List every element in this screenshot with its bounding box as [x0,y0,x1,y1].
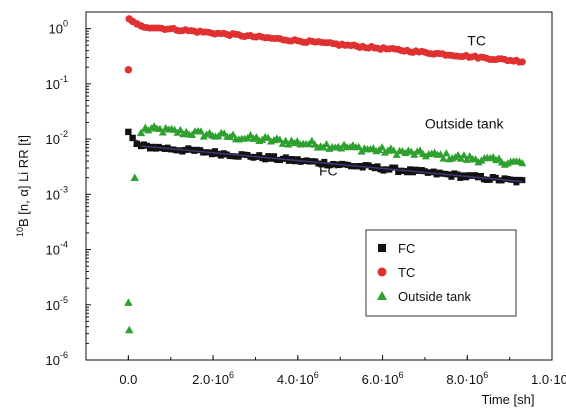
legend-item-outside-tank: Outside tank [377,289,471,304]
y-tick-label: 100 [49,19,68,37]
data-point-square [271,153,278,160]
data-point-square [209,151,216,158]
data-point-triangle [252,133,261,141]
data-point-triangle [124,298,133,306]
data-point-square [519,177,526,184]
data-point-square [392,164,399,171]
data-point-triangle [284,140,293,148]
y-axis-title-sup-b: 10 [15,227,25,237]
data-point-circle [137,22,145,30]
data-point-square [477,173,484,180]
data-point-triangle [158,128,167,136]
annotation-tc: TC [467,32,486,48]
annotation-outside-tank: Outside tank [425,116,505,132]
data-point-triangle [196,127,205,135]
data-point-square [137,142,145,150]
data-point-circle [124,66,133,74]
data-point-triangle [176,125,185,134]
series-fc [125,128,526,186]
legend: FC TC Outside tank [365,229,517,317]
legend-label: FC [398,241,415,256]
data-point-triangle [436,150,445,158]
y-tick-label: 10-3 [46,184,68,202]
y-tick-label: 10-6 [46,350,68,368]
data-point-triangle [378,143,387,151]
x-tick-label: 1.0·107 [531,370,566,387]
data-point-triangle [389,146,398,154]
data-point-triangle [141,124,150,132]
data-point-square [262,156,269,163]
data-point-square [321,158,328,165]
data-point-triangle [518,159,527,167]
data-point-circle [518,58,526,66]
data-point-triangle [442,149,451,157]
y-tick-label: 10-5 [46,295,68,313]
x-tick-label: 4.0·106 [277,370,319,387]
legend-marker-square [378,244,386,252]
data-point-triangle [392,150,401,158]
data-point-triangle [125,325,134,334]
legend-label: TC [398,265,415,280]
data-point-triangle [337,144,346,152]
y-axis-title: 10B [n, α] Li RR [t] [15,135,31,237]
data-point-square [125,128,132,136]
legend-marker-triangle [377,291,387,300]
x-tick-label: 2.0·106 [192,370,234,387]
x-axis-ticks: 0.0 2.0·106 4.0·106 6.0·106 8.0·106 1.0·107 [85,355,566,387]
series-layer [124,15,527,334]
x-tick-label: 0.0 [119,372,137,387]
data-point-triangle [275,135,284,143]
y-tick-label: 10-4 [46,240,68,258]
data-point-triangle [439,154,448,162]
y-axis-title-main: B [n, α] Li RR [t] [16,135,31,227]
x-axis-title: Time [sh] [482,392,535,407]
data-point-square [133,140,141,148]
legend-item-fc: FC [378,241,415,256]
legend-label: Outside tank [398,289,471,304]
data-point-triangle [354,142,363,150]
data-point-triangle [130,173,139,182]
plot-frame [85,11,553,361]
y-axis-ticks: 100 10-1 10-2 10-3 10-4 10-5 10-6 [46,11,91,368]
data-point-triangle [459,151,468,159]
data-point-square [282,154,289,161]
plot-area [85,11,553,361]
annotation-layer: TC Outside tank FC [319,32,505,178]
data-point-triangle [322,139,331,148]
fit-line [141,145,523,183]
legend-marker-circle [377,267,387,277]
y-tick-label: 10-2 [46,129,68,147]
data-point-triangle [494,154,503,162]
annotation-fc: FC [319,162,338,178]
data-point-square [454,171,461,178]
data-point-triangle [136,128,146,137]
data-point-square [129,134,136,142]
legend-item-tc: TC [377,265,415,280]
x-tick-label: 6.0·106 [362,370,404,387]
legend-box [365,229,517,317]
x-tick-label: 8.0·106 [446,370,488,387]
data-point-triangle [228,130,237,138]
data-point-square [448,173,455,180]
series-tc [124,15,526,74]
y-tick-label: 10-1 [46,74,68,92]
